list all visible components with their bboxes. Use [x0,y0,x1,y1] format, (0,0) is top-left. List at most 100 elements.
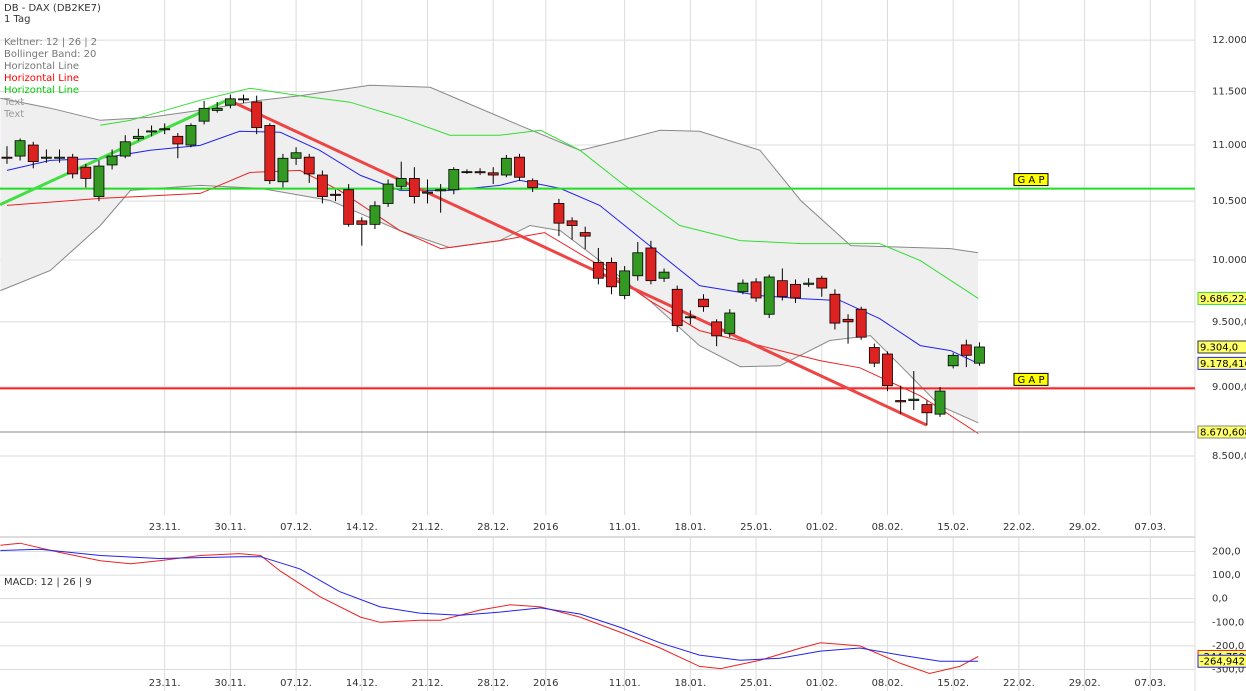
x-tick-label: 15.02. [937,522,969,533]
candle-body [395,178,407,187]
candle-body [855,308,867,338]
x-tick-label: 22.02. [1003,678,1035,689]
candle-body [132,135,144,139]
x-tick-label: 22.02. [1003,522,1035,533]
x-tick-label: 28.12. [477,522,509,533]
x-tick-label: 21.12. [412,522,444,533]
candle-body [264,125,276,182]
x-tick-label: 28.12. [477,678,509,689]
candle-body [422,191,433,194]
candle-body [514,156,525,178]
candle-body [93,165,105,197]
bollinger-upper [0,84,979,254]
x-tick-label: 30.11. [214,522,246,533]
gap-label: G A P [1018,375,1045,386]
candle-body [908,398,920,401]
y-tick-label: 8.500,0 [1212,451,1246,462]
x-tick-label: 23.11. [149,678,181,689]
legend-entry: Text [3,97,24,108]
candle-body [80,166,92,179]
candle-body [343,189,355,225]
candle-body [698,298,709,308]
candle-body [566,220,578,226]
y-tick-label: -300,0 [1212,665,1244,676]
candle-body [330,193,341,196]
last-value-label: 8.670,608 [1200,428,1246,439]
x-tick-label: 30.11. [214,678,246,689]
last-value-box [1197,654,1246,668]
candle-body [277,157,289,183]
x-tick-label: 29.02. [1069,678,1101,689]
candle-body [224,98,236,106]
x-tick-label: 2016 [533,678,558,689]
legend-entry: Horizontal Line [4,85,79,96]
y-tick-label: 100,0 [1212,570,1241,581]
x-tick-label: 08.02. [872,522,904,533]
x-tick-label: 14.12. [346,678,378,689]
candle-body [527,180,539,188]
candle-body [711,321,723,337]
candle-body [382,183,394,204]
candle-body [895,400,907,403]
candle-body [960,344,972,356]
candle-body [974,346,985,364]
x-tick-label: 07.03. [1134,678,1166,689]
y-tick-label: 10.000, [1212,255,1246,266]
candle-body [684,316,696,319]
x-tick-label: 14.12. [346,522,378,533]
gap-box [1013,173,1049,187]
last-value-label: -264,942 [1200,657,1245,668]
candle-body [500,157,512,176]
candle-body [671,288,683,327]
candle-body [198,107,210,122]
y-tick-label: 9.000,0 [1212,382,1246,393]
x-tick-label: 25.01. [740,522,772,533]
candle-body [172,135,184,145]
y-tick-label: -200,0 [1212,641,1244,652]
candle-body [106,155,118,166]
y-tick-label: -100,0 [1212,617,1244,628]
panel-label: MACD: 12 | 26 | 9 [4,577,92,588]
candle-body [553,203,565,224]
candle-body [750,281,762,299]
candle-body [27,144,39,163]
legend-entry: Keltner: 12 | 26 | 2 [4,37,97,48]
candle-body [487,172,499,176]
candle-body [882,353,893,387]
candle-body [763,276,775,315]
macd-line [0,548,979,662]
x-tick-label: 01.02. [806,522,838,533]
candle-body [356,220,368,225]
last-value-label: 9.686,224 [1200,294,1246,305]
candle-body [842,318,854,323]
candle-body [737,282,749,293]
x-tick-label: 11.01. [609,522,641,533]
candle-body [645,247,657,282]
legend-entry: Text [3,109,24,120]
candle-body [14,140,26,157]
y-tick-label: 11.000, [1212,140,1246,151]
candle-body [40,156,52,159]
gap-label: G A P [1018,175,1045,186]
candle-body [579,232,591,237]
y-tick-label: 10.500, [1212,196,1246,207]
x-tick-label: 07.03. [1134,522,1166,533]
candle-body [461,171,473,174]
x-tick-label: 21.12. [412,678,444,689]
y-tick-label: 11.500, [1212,86,1246,97]
bollinger-fill [0,85,979,423]
candle-body [606,262,617,288]
candle-body [146,130,157,133]
last-value-box [1197,356,1246,370]
trend-line [0,98,229,206]
y-tick-label: 200,0 [1212,546,1241,557]
candle-body [316,174,328,197]
x-tick-label: 18.01. [674,678,706,689]
x-tick-label: 08.02. [872,678,904,689]
last-value-box [1197,425,1246,439]
last-value-box [1197,340,1246,354]
last-value-box [1197,291,1246,305]
candle-body [67,156,79,175]
last-value-label: 9.178,416 [1200,359,1246,370]
candle-body [251,101,263,129]
